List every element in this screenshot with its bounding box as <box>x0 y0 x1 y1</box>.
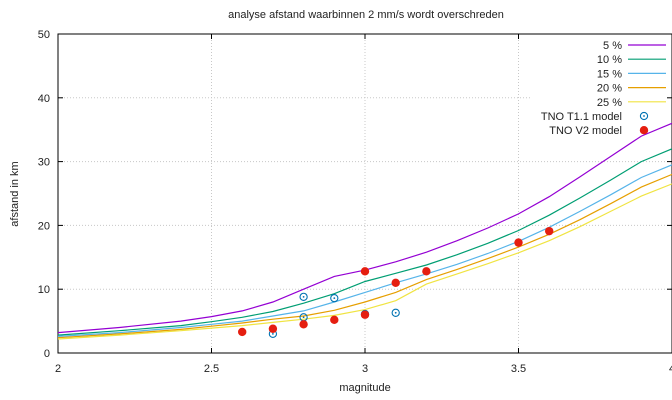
point-tno-v2-model <box>422 267 431 276</box>
point-center-tno-t1-1-model <box>333 297 336 300</box>
legend-label-5: 5 % <box>603 40 622 52</box>
legend: 5 % 10 % 15 % 20 % 25 % TNO T1.1 model TNO V2 … <box>541 40 666 137</box>
point-tno-v2-model <box>238 327 247 337</box>
point-tno-v2-model <box>268 324 278 333</box>
legend-swatch-center-tno-t1-1-model <box>643 115 645 117</box>
point-tno-t1-1-model <box>299 292 308 302</box>
legend-label-20: 20 % <box>597 83 622 95</box>
x-tick-label: 3 <box>362 363 368 375</box>
x-tick-label: 2.5 <box>204 363 219 375</box>
point-center-tno-t1-1-model <box>272 332 274 335</box>
legend-label-10: 10 % <box>597 54 622 66</box>
y-tick-label: 10 <box>38 284 50 296</box>
point-tno-t1-1-model <box>330 293 339 303</box>
point-tno-v2-model <box>514 238 523 247</box>
x-tick-label: 4 <box>669 363 672 375</box>
y-tick-label: 50 <box>38 29 50 41</box>
legend-swatch-tno-t1-1-model <box>639 111 649 121</box>
y-tick-label: 0 <box>44 348 50 360</box>
x-tick-label: 3.5 <box>511 363 526 375</box>
point-tno-v2-model <box>330 315 339 325</box>
point-tno-t1-1-model <box>391 308 400 317</box>
y-tick-label: 40 <box>38 93 50 105</box>
data-series <box>58 122 672 340</box>
point-tno-v2-model <box>360 267 370 276</box>
grid <box>58 34 672 353</box>
axis-ticks: 22.533.5401020304050 <box>38 29 672 375</box>
point-tno-v2-model <box>299 320 308 329</box>
point-tno-v2-model <box>391 278 400 288</box>
legend-label-tno-v2-model: TNO V2 model <box>549 125 622 137</box>
legend-label-15: 15 % <box>597 68 622 80</box>
y-axis-label: afstand in km <box>9 161 21 226</box>
point-center-tno-t1-1-model <box>302 316 305 319</box>
series-line-25 <box>58 183 672 340</box>
legend-label-25: 25 % <box>597 97 622 109</box>
x-axis-label: magnitude <box>339 382 390 394</box>
y-tick-label: 30 <box>38 157 50 169</box>
chart-title: analyse afstand waarbinnen 2 mm/s wordt … <box>228 9 504 21</box>
legend-swatch-tno-v2-model <box>639 126 649 135</box>
legend-label-tno-t1-1-model: TNO T1.1 model <box>541 111 622 123</box>
point-center-tno-t1-1-model <box>394 311 397 314</box>
point-tno-v2-model <box>360 310 370 319</box>
series-line-10 <box>58 148 672 336</box>
x-tick-label: 2 <box>55 363 61 375</box>
point-center-tno-t1-1-model <box>302 295 305 298</box>
y-tick-label: 20 <box>38 220 50 232</box>
series-line-20 <box>58 173 672 339</box>
point-tno-v2-model <box>545 226 554 236</box>
series-line-5 <box>58 122 672 334</box>
